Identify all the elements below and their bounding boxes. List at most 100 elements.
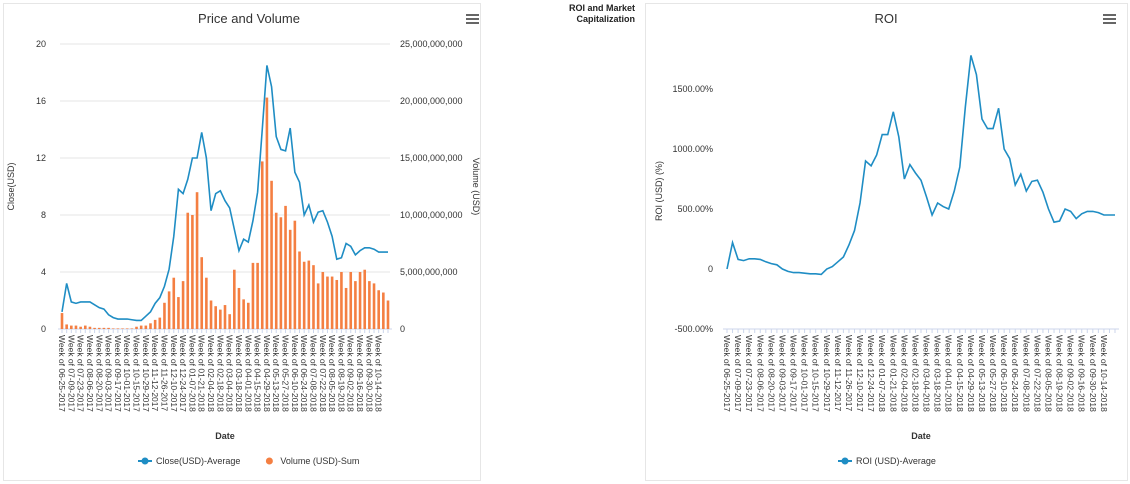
legend-item[interactable]: ROI (USD)-Average (838, 456, 936, 466)
bar (195, 192, 199, 329)
x-tick-label: Week of 11-26-2017 (844, 335, 854, 412)
x-tick-label: Week of 01-07-2018 (187, 335, 197, 412)
bar (205, 277, 208, 329)
x-tick-label: Week of 09-16-2018 (1077, 335, 1087, 412)
x-tick-label: Week of 08-05-2018 (1043, 335, 1053, 412)
bar (191, 215, 194, 329)
bar (251, 262, 255, 329)
bar (344, 287, 348, 329)
y-axis-title: ROI (USD) (%) (654, 161, 664, 221)
bar (121, 328, 124, 329)
x-tick-label: Week of 01-21-2018 (888, 335, 898, 412)
bar (246, 302, 250, 329)
bar (284, 205, 287, 329)
y-axis-title: Close(USD) (6, 162, 16, 210)
y-tick-label: 16 (36, 96, 46, 106)
y-tick-label: -500.00% (674, 324, 713, 334)
chart-title: ROI (874, 11, 897, 26)
x-tick-label: Week of 05-13-2018 (977, 335, 987, 412)
bar (256, 262, 259, 329)
x-tick-label: Week of 11-12-2017 (150, 335, 160, 412)
bar (330, 276, 334, 329)
bar (60, 313, 64, 329)
x-tick-label: Week of 09-17-2017 (789, 335, 799, 412)
x-tick-label: Week of 07-22-2018 (1032, 335, 1042, 412)
x-tick-label: Week of 01-21-2018 (197, 335, 207, 412)
bar (293, 220, 297, 329)
bar (135, 326, 138, 329)
x-tick-label: Week of 07-08-2018 (1021, 335, 1031, 412)
bar (321, 272, 325, 329)
bar (172, 277, 176, 329)
bar (349, 272, 353, 329)
bar (144, 325, 148, 329)
bar (93, 327, 96, 329)
y2-tick-label: 0 (400, 324, 405, 334)
bar (97, 327, 101, 329)
x-tick-label: Week of 04-15-2018 (955, 335, 965, 412)
bar (167, 291, 171, 329)
bar (270, 180, 273, 329)
bar (228, 314, 231, 329)
bar (181, 281, 185, 329)
menu-icon[interactable] (1103, 14, 1116, 24)
bar (316, 283, 320, 329)
bar (125, 328, 129, 329)
y2-axis-title: Volume (USD) (471, 158, 481, 216)
y2-tick-label: 5,000,000,000 (400, 267, 458, 277)
bar (177, 297, 180, 329)
x-tick-label: Week of 08-20-2017 (766, 335, 776, 412)
bar (107, 327, 110, 329)
x-tick-label: Week of 02-18-2018 (910, 335, 920, 412)
x-tick-label: Week of 04-01-2018 (243, 335, 253, 412)
x-tick-label: Week of 02-18-2018 (215, 335, 225, 412)
x-tick-label: Week of 08-19-2018 (1055, 335, 1065, 412)
x-tick-label: Week of 04-15-2018 (253, 335, 263, 412)
x-tick-label: Week of 10-01-2017 (800, 335, 810, 412)
bar (372, 283, 376, 329)
bar (214, 306, 217, 329)
y2-tick-label: 25,000,000,000 (400, 39, 463, 49)
x-tick-label: Week of 07-23-2017 (76, 335, 86, 412)
x-tick-label: Week of 10-29-2017 (141, 335, 151, 412)
legend-item[interactable]: Close(USD)-Average (138, 456, 240, 466)
x-tick-label: Week of 11-12-2017 (833, 335, 843, 412)
bar (242, 299, 245, 329)
bar (111, 328, 115, 329)
bar (139, 325, 143, 329)
x-tick-label: Week of 10-14-2018 (1099, 335, 1109, 412)
x-tick-label: Week of 09-02-2018 (1066, 335, 1076, 412)
section-title: ROI and Market Capitalization (568, 3, 635, 24)
menu-icon[interactable] (466, 14, 479, 24)
x-tick-label: Week of 09-16-2018 (355, 335, 365, 412)
bar (163, 302, 166, 329)
x-tick-label: Week of 10-15-2017 (811, 335, 821, 412)
x-tick-label: Week of 10-14-2018 (374, 335, 384, 412)
x-tick-label: Week of 09-03-2017 (777, 335, 787, 412)
line (61, 65, 388, 322)
bar (288, 229, 292, 329)
legend-label: Close(USD)-Average (156, 456, 240, 466)
x-tick-label: Week of 07-09-2017 (733, 335, 743, 412)
legend-item[interactable]: Volume (USD)-Sum (265, 456, 360, 466)
bar (279, 217, 283, 329)
x-tick-label: Week of 03-04-2018 (225, 335, 235, 412)
x-axis-title: Date (911, 431, 931, 441)
x-tick-label: Week of 07-08-2018 (308, 335, 318, 412)
x-tick-label: Week of 03-04-2018 (922, 335, 932, 412)
x-tick-label: Week of 05-13-2018 (271, 335, 281, 412)
x-tick-label: Week of 05-27-2018 (988, 335, 998, 412)
bar (312, 265, 315, 329)
x-tick-label: Week of 08-06-2017 (85, 335, 95, 412)
x-tick-label: Week of 08-05-2018 (327, 335, 337, 412)
bar (223, 305, 227, 329)
x-tick-label: Week of 06-25-2017 (722, 335, 732, 412)
x-tick-label: Week of 04-29-2018 (966, 335, 976, 412)
bar (368, 281, 371, 329)
line (726, 55, 1115, 276)
bar (209, 300, 213, 329)
x-tick-label: Week of 03-18-2018 (933, 335, 943, 412)
bar (302, 261, 306, 329)
